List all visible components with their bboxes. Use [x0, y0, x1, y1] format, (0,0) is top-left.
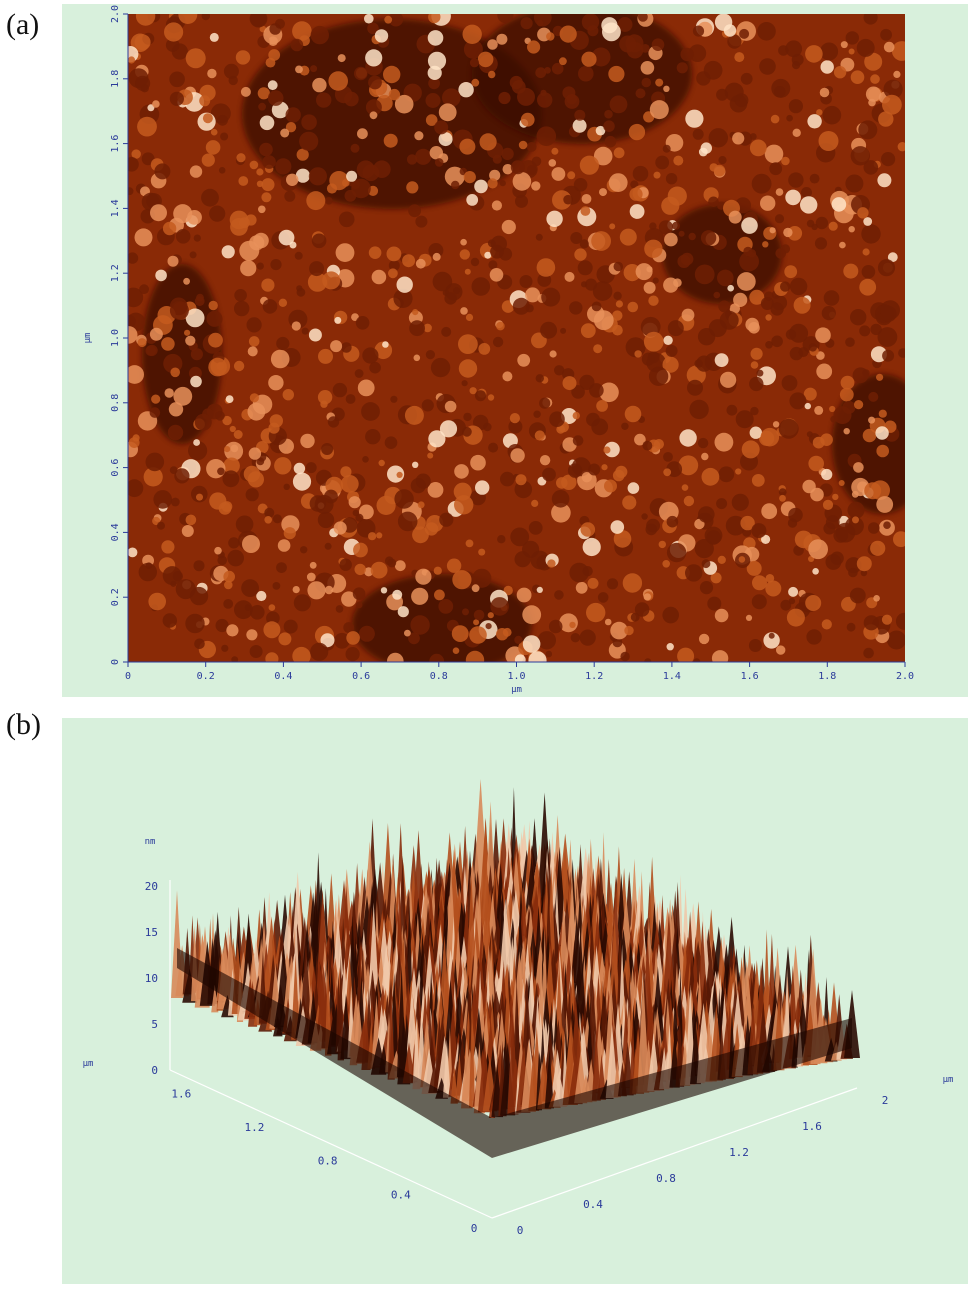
z-tick-label: 10: [145, 972, 158, 985]
right-axis-tick-label: 0: [517, 1224, 524, 1237]
afm-2d-plot: 0 0.2 0.4 0.6 0.8 1.0 1.2 1.4 1.6 1.8 2.0 μm 0 0.2 0.4…: [83, 5, 914, 695]
z-tick-label: 20: [145, 880, 158, 893]
x-tick-label: 0: [125, 671, 131, 682]
right-axis-tick-label: 2: [882, 1094, 889, 1107]
x-tick-label: 0.6: [352, 671, 370, 682]
left-axis-tick-label: 0.8: [318, 1155, 338, 1168]
y-axis-unit: μm: [83, 333, 93, 344]
y-tick-label: 1.2: [110, 264, 121, 282]
right-axis-tick-label: 0.4: [583, 1198, 603, 1211]
z-tick-label: 5: [151, 1018, 158, 1031]
x-tick-label: 2.0: [896, 671, 914, 682]
x-tick-label: 1.8: [818, 671, 836, 682]
y-tick-label: 1.8: [110, 70, 121, 88]
y-tick-label: 0.2: [110, 588, 121, 606]
afm-axes: 0 0.2 0.4 0.6 0.8 1.0 1.2 1.4 1.6 1.8 2.0 μm 0 0.2 0.4…: [83, 5, 914, 695]
x-tick-label: 1.0: [507, 671, 525, 682]
y-tick-label: 0: [110, 659, 121, 665]
panel-a-label: (a): [6, 8, 40, 41]
z-tick-label: 0: [151, 1064, 158, 1077]
y-tick-label: 1.6: [110, 135, 121, 153]
left-axis-tick-label: 1.2: [245, 1121, 265, 1134]
right-axis-tick-label: 0.8: [656, 1172, 676, 1185]
x-tick-label: 1.4: [663, 671, 681, 682]
y-tick-label: 0.4: [110, 523, 121, 541]
panel-b-label: (b): [6, 708, 41, 741]
x-tick-label: 0.4: [274, 671, 292, 682]
y-tick-label: 0.6: [110, 459, 121, 477]
z-tick-label: 15: [145, 926, 158, 939]
afm-3d-plot: 0 5 10 15 20 nm μm μm 0 0.4 0.8 1.2 1.6 0 0.4 0.8 1.2 1.6…: [83, 778, 954, 1237]
z-axis-unit: nm: [145, 837, 156, 847]
y-tick-label: 1.0: [110, 329, 121, 347]
x-tick-label: 0.2: [197, 671, 215, 682]
x-tick-label: 1.2: [585, 671, 603, 682]
panel-b-afm-3d-surface: 0 5 10 15 20 nm μm μm 0 0.4 0.8 1.2 1.6 0 0.4 0.8 1.2 1.6…: [62, 718, 968, 1284]
y-tick-label: 1.4: [110, 199, 121, 217]
afm-image-texture: [128, 14, 905, 662]
panel-a-afm-topography: 0 0.2 0.4 0.6 0.8 1.0 1.2 1.4 1.6 1.8 2.0 μm 0 0.2 0.4…: [62, 4, 968, 697]
right-axis-tick-label: 1.6: [802, 1120, 822, 1133]
right-axis-unit: μm: [943, 1075, 954, 1085]
left-axis-tick-label: 0: [471, 1222, 478, 1235]
left-axis-tick-label: 1.6: [171, 1087, 191, 1100]
x-tick-label: 0.8: [430, 671, 448, 682]
left-axis-tick-label: 0.4: [391, 1188, 411, 1201]
y-tick-label: 0.8: [110, 394, 121, 412]
afm-3d-axes: 0 5 10 15 20 nm μm μm 0 0.4 0.8 1.2 1.6 0 0.4 0.8 1.2 1.6…: [83, 837, 954, 1237]
x-axis-unit: μm: [511, 685, 522, 695]
afm-3d-surface: [171, 778, 860, 1158]
x-tick-label: 1.6: [741, 671, 759, 682]
left-axis-unit: μm: [83, 1059, 94, 1069]
right-axis-tick-label: 1.2: [729, 1146, 749, 1159]
y-tick-label: 2.0: [110, 5, 121, 23]
